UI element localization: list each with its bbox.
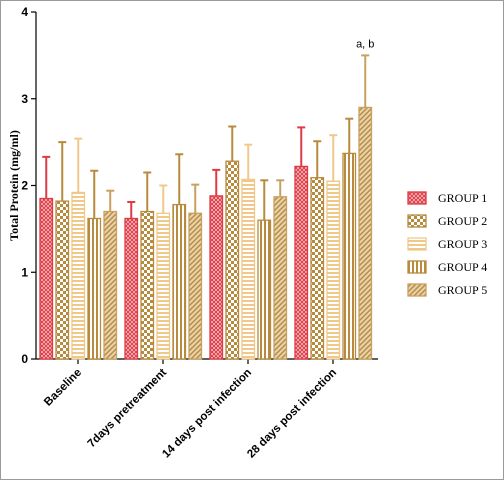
legend: GROUP 1 GROUP 2 GROUP 3 GROUP 4 GROUP 5 [407, 191, 487, 297]
bar [310, 177, 325, 360]
significance-annotation: a, b [356, 38, 374, 50]
legend-label: GROUP 5 [438, 283, 487, 297]
annotations-layer: a, b [356, 38, 374, 50]
legend-swatch [407, 237, 427, 251]
bar [241, 178, 256, 360]
x-tick-label: 7days pretreatment [86, 367, 170, 451]
bar [156, 212, 171, 360]
y-tick-label: 2 [21, 179, 28, 193]
bar [188, 212, 203, 360]
legend-label: GROUP 4 [438, 260, 487, 274]
bar [358, 106, 373, 360]
bar [342, 152, 357, 360]
legend-swatch [407, 260, 427, 274]
x-tick-label: Baseline [42, 367, 84, 409]
legend-swatch [407, 214, 427, 228]
x-tick-label: 14 days post infection [160, 367, 254, 461]
bar [172, 203, 187, 360]
legend-label: GROUP 3 [438, 237, 487, 251]
legend-label: GROUP 2 [438, 214, 487, 228]
y-axis-label: Total Protein (mg/ml) [7, 130, 21, 241]
bar [140, 210, 155, 360]
legend-swatch [407, 283, 427, 297]
bar [55, 200, 70, 360]
bar [39, 197, 54, 360]
bar [294, 165, 309, 360]
bar [71, 191, 86, 360]
y-tick-label: 4 [21, 5, 28, 19]
bar [273, 196, 288, 360]
y-tick-label: 0 [21, 352, 28, 366]
bar [209, 195, 224, 360]
y-tick-label: 1 [21, 265, 28, 279]
bar [257, 219, 272, 360]
error-bars-layer [42, 54, 370, 221]
legend-swatch [407, 191, 427, 205]
bars-layer [39, 106, 373, 360]
bar [225, 160, 240, 360]
bar [124, 217, 139, 360]
y-tick-label: 3 [21, 92, 28, 106]
legend-label: GROUP 1 [438, 191, 487, 205]
x-tick-label: 28 days post infection [245, 367, 339, 461]
bar [87, 217, 102, 360]
bar [326, 180, 341, 360]
bar [103, 210, 118, 360]
